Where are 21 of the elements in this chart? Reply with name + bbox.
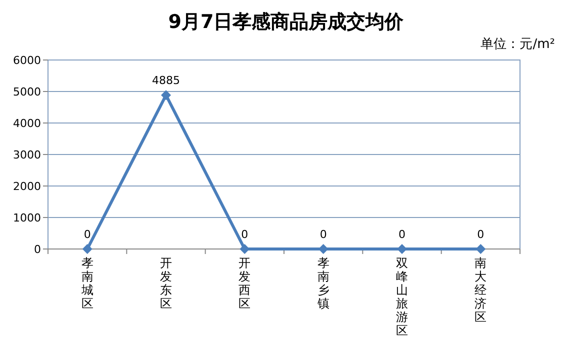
- x-tick-label: 孝南城区: [80, 256, 94, 310]
- x-tick-label: 孝南乡镇: [316, 256, 330, 310]
- x-tick-label: 开发西区: [238, 256, 251, 310]
- data-label: 0: [84, 228, 91, 241]
- x-tick-label: 开发东区: [160, 256, 172, 310]
- chart-title: 9月7日孝感商品房成交均价: [168, 11, 405, 33]
- y-tick-label: 3000: [13, 148, 41, 162]
- y-tick-label: 4000: [13, 117, 41, 130]
- y-tick-label: 2000: [13, 180, 41, 193]
- data-label: 0: [398, 228, 406, 241]
- y-tick-label: 1000: [13, 212, 41, 224]
- y-tick-label: 5000: [13, 86, 41, 98]
- y-tick-label: 6000: [13, 54, 41, 67]
- x-tick-label: 双峰山旅游区: [396, 256, 408, 338]
- x-tick-label: 南大经济区: [474, 256, 487, 324]
- text: 单位：元/m²: [480, 37, 555, 52]
- data-label: 4885: [152, 74, 180, 88]
- data-label: 0: [477, 228, 484, 241]
- data-label: 0: [241, 228, 248, 241]
- data-label: 0: [320, 228, 327, 241]
- y-tick-label: 0: [34, 243, 41, 256]
